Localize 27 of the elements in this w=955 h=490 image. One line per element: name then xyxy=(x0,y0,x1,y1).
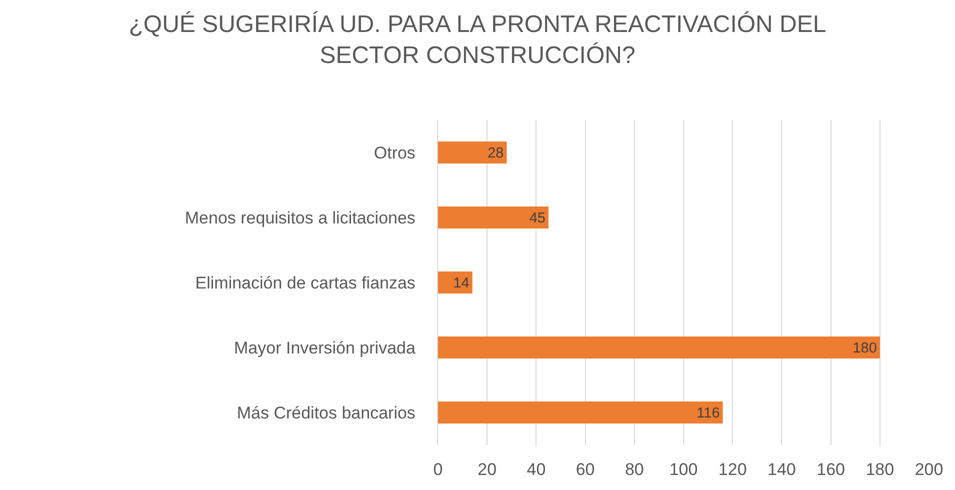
data-label: 116 xyxy=(696,405,720,422)
data-label: 28 xyxy=(488,145,504,162)
data-label: 45 xyxy=(529,210,546,226)
x-tick-label: 120 xyxy=(718,460,747,479)
bar xyxy=(438,141,507,164)
y-tick-label: Otros xyxy=(374,143,416,162)
y-tick-label: Menos requisitos a licitaciones xyxy=(184,208,416,228)
data-label: 14 xyxy=(453,275,470,292)
x-tick-label: 180 xyxy=(866,460,894,479)
bar xyxy=(438,336,880,359)
bar xyxy=(438,401,723,424)
x-tick-label: 80 xyxy=(624,460,644,479)
x-tick-label: 60 xyxy=(576,460,595,479)
y-tick-label: Más Créditos bancarios xyxy=(236,403,416,422)
y-tick-label: Eliminación de cartas fianzas xyxy=(195,273,416,292)
bar xyxy=(438,271,472,294)
x-tick-label: 200 xyxy=(914,460,944,479)
x-tick-label: 0 xyxy=(433,460,443,479)
x-tick-label: 160 xyxy=(816,460,845,479)
data-label: 180 xyxy=(852,340,877,356)
x-tick-label: 20 xyxy=(478,460,497,479)
chart-title: ¿QUÉ SUGERIRÍA UD. PARA LA PRONTA REACTIVACIÓN DEL SECTOR CONSTRUCCIÓN? xyxy=(128,10,826,70)
x-tick-label: 140 xyxy=(768,460,796,479)
x-tick-label: 100 xyxy=(669,460,698,479)
bar xyxy=(438,206,548,229)
x-tick-label: 40 xyxy=(526,460,546,479)
y-tick-label: Mayor Inversión privada xyxy=(234,338,416,358)
